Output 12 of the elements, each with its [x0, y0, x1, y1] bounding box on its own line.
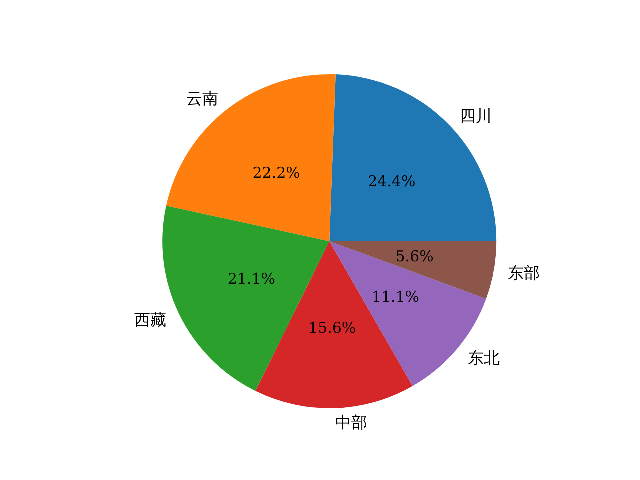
data-label: 22.2% — [252, 164, 300, 182]
slice-label: 西藏 — [134, 310, 167, 330]
slice-label: 东部 — [508, 264, 540, 283]
slice-label: 中部 — [335, 412, 368, 432]
data-label: 5.6% — [396, 248, 434, 266]
slice-label: 四川 — [460, 106, 492, 126]
data-label: 21.1% — [228, 270, 276, 288]
slice-label: 东北 — [468, 348, 500, 368]
data-label: 24.4% — [368, 172, 416, 190]
data-label: 11.1% — [372, 288, 420, 306]
data-label: 15.6% — [308, 318, 356, 337]
slice-label: 云南 — [186, 88, 219, 108]
